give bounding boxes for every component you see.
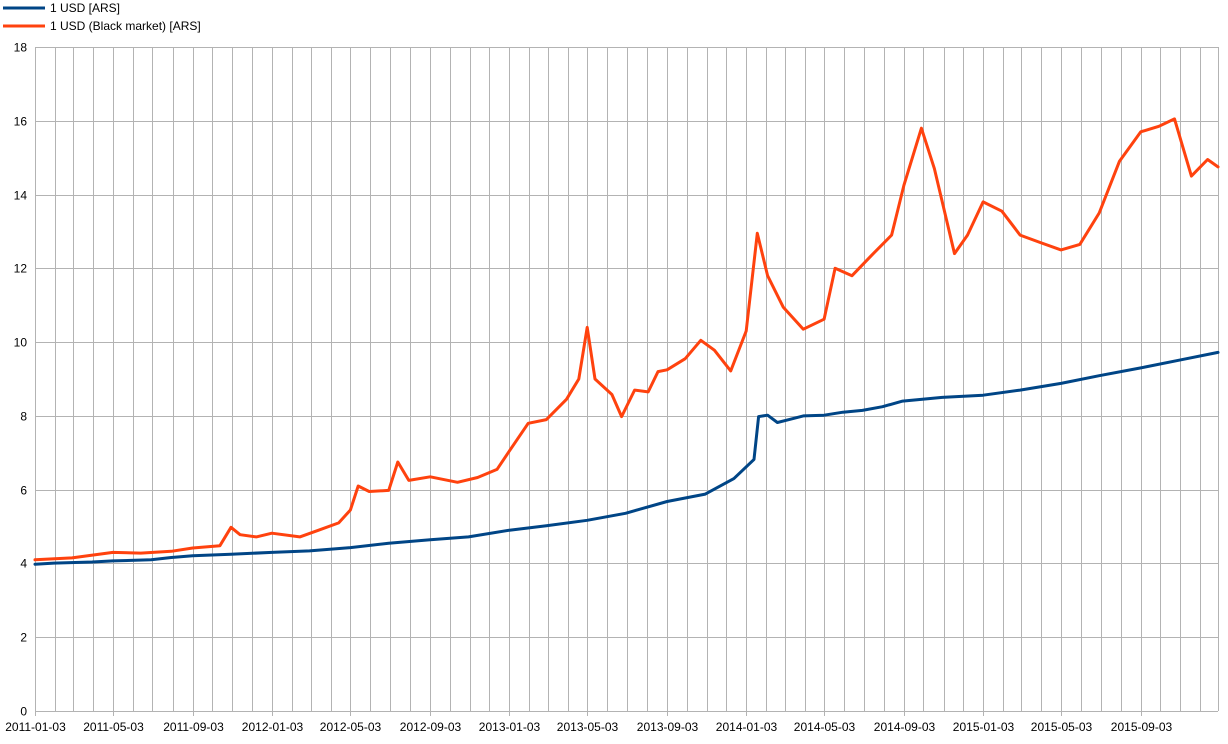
y-tick-label: 12	[14, 262, 28, 276]
y-tick-label: 2	[20, 631, 27, 645]
axes: 0 2 4 6 8 10 12 14 16 18 2011-01-03 2011-05-03 2011-…	[5, 41, 1172, 735]
y-tick-label: 16	[14, 115, 28, 129]
y-tick-label: 6	[20, 484, 27, 498]
legend-label: 1 USD [ARS]	[50, 1, 120, 15]
x-tick-label: 2013-05-03	[557, 720, 619, 734]
x-tick-label: 2015-05-03	[1031, 720, 1093, 734]
legend: 1 USD [ARS] 1 USD (Black market) [ARS]	[3, 1, 201, 33]
x-tick-label: 2014-01-03	[716, 720, 778, 734]
series-line-official	[33, 350, 1220, 566]
y-tick-label: 10	[14, 336, 28, 350]
x-tick-label: 2014-05-03	[794, 720, 856, 734]
x-tick-label: 2012-01-03	[242, 720, 304, 734]
series-line-black-market	[33, 117, 1220, 562]
y-tick-label: 14	[14, 189, 28, 203]
x-tick-label: 2015-09-03	[1111, 720, 1173, 734]
x-tick-label: 2013-09-03	[637, 720, 699, 734]
y-tick-label: 0	[20, 705, 27, 719]
legend-label: 1 USD (Black market) [ARS]	[50, 19, 201, 33]
x-tick-label: 2014-09-03	[874, 720, 936, 734]
x-tick-label: 2013-01-03	[479, 720, 541, 734]
x-tick-label: 2011-01-03	[5, 720, 66, 734]
grid-lines	[35, 47, 1219, 712]
y-tick-label: 18	[14, 41, 28, 55]
x-tick-label: 2011-09-03	[163, 720, 224, 734]
x-tick-label: 2012-09-03	[400, 720, 462, 734]
x-tick-label: 2011-05-03	[83, 720, 144, 734]
series-lines	[33, 117, 1220, 566]
y-tick-label: 8	[20, 410, 27, 424]
y-tick-label: 4	[20, 557, 27, 571]
x-tick-label: 2012-05-03	[320, 720, 382, 734]
x-tick-label: 2015-01-03	[953, 720, 1015, 734]
